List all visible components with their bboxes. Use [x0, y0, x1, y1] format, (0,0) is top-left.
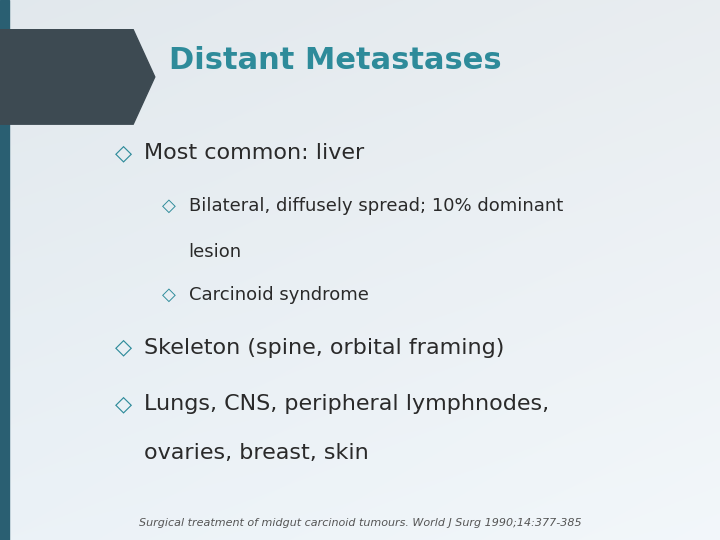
Text: ◇: ◇	[162, 197, 176, 215]
Text: ◇: ◇	[115, 338, 132, 357]
Text: Bilateral, diffusely spread; 10% dominant: Bilateral, diffusely spread; 10% dominan…	[189, 197, 563, 215]
Text: ◇: ◇	[115, 143, 132, 163]
Text: Surgical treatment of midgut carcinoid tumours. World J Surg 1990;14:377-385: Surgical treatment of midgut carcinoid t…	[139, 518, 581, 528]
Text: ovaries, breast, skin: ovaries, breast, skin	[144, 443, 369, 463]
Text: Carcinoid syndrome: Carcinoid syndrome	[189, 286, 369, 304]
Polygon shape	[0, 0, 9, 540]
Text: lesion: lesion	[189, 243, 242, 261]
Text: Most common: liver: Most common: liver	[144, 143, 364, 163]
Text: Distant Metastases: Distant Metastases	[169, 46, 502, 75]
Text: Lungs, CNS, peripheral lymphnodes,: Lungs, CNS, peripheral lymphnodes,	[144, 394, 549, 414]
Text: ◇: ◇	[162, 286, 176, 304]
Text: Skeleton (spine, orbital framing): Skeleton (spine, orbital framing)	[144, 338, 505, 357]
Polygon shape	[0, 30, 155, 124]
Text: ◇: ◇	[115, 394, 132, 414]
